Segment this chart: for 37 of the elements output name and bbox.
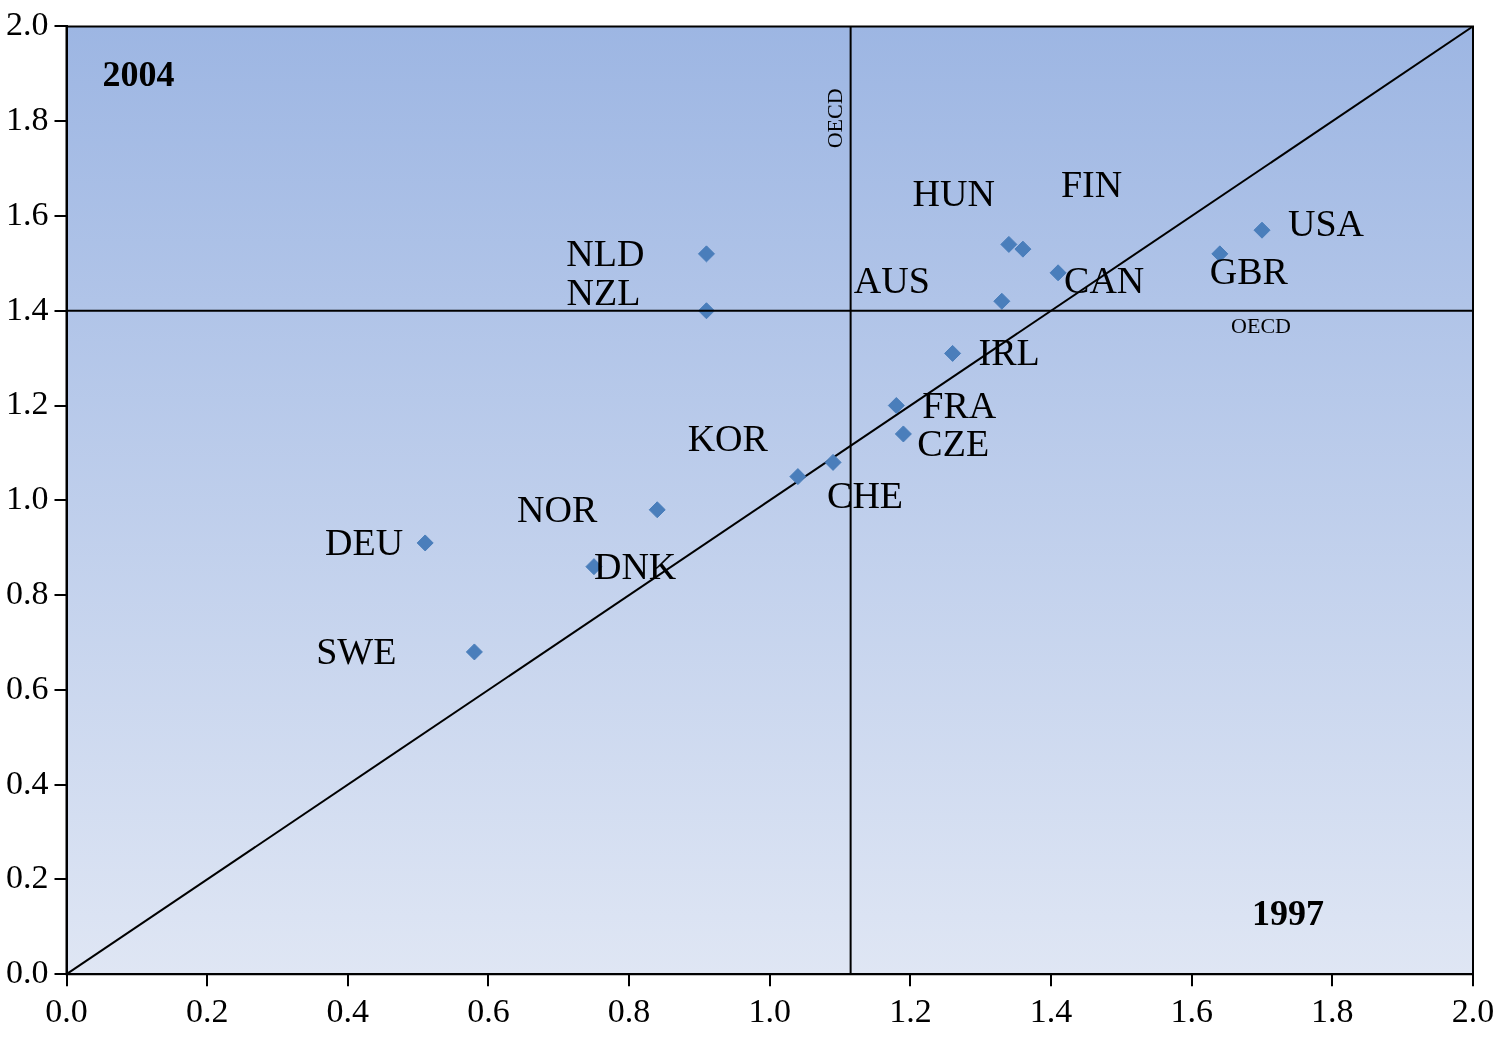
- x-tick-label: 0.0: [45, 991, 88, 1029]
- x-axis-title: 1997: [1252, 893, 1324, 934]
- y-tick-label: 1.4: [6, 289, 49, 327]
- x-tick-label: 0.4: [326, 991, 370, 1029]
- y-tick-label: 0.0: [6, 953, 49, 991]
- x-tick-label: 0.8: [607, 991, 651, 1029]
- data-label: IRL: [978, 331, 1040, 374]
- x-tick-label: 0.2: [185, 991, 229, 1029]
- x-tick-label: 1.0: [748, 991, 791, 1029]
- x-tick-label: 1.8: [1311, 991, 1354, 1029]
- data-label: GBR: [1209, 249, 1289, 292]
- data-label: NOR: [517, 487, 598, 530]
- y-tick-label: 1.0: [6, 479, 49, 517]
- data-label: USA: [1288, 202, 1365, 245]
- ref-line-label: OECD: [1231, 312, 1291, 338]
- x-tick-label: 1.2: [889, 991, 932, 1029]
- data-label: DNK: [593, 544, 677, 587]
- y-tick-label: 0.2: [6, 858, 49, 896]
- y-tick-label: 2.0: [6, 5, 49, 43]
- data-label: KOR: [687, 416, 769, 459]
- data-label: AUS: [853, 259, 930, 302]
- data-label: SWE: [316, 629, 397, 672]
- x-tick-label: 2.0: [1451, 991, 1495, 1029]
- y-tick-label: 0.8: [6, 574, 49, 611]
- y-axis-title: 2004: [102, 53, 175, 94]
- y-tick-label: 0.4: [6, 763, 49, 801]
- data-label: FIN: [1060, 163, 1123, 206]
- ref-line-label: OECD: [822, 88, 848, 149]
- y-tick-label: 1.2: [6, 384, 49, 422]
- y-tick-label: 1.6: [6, 194, 49, 232]
- data-label: DEU: [325, 520, 404, 563]
- x-tick-label: 1.6: [1170, 991, 1213, 1029]
- y-tick-label: 0.6: [6, 668, 49, 706]
- data-label: HUN: [912, 172, 995, 215]
- x-tick-label: 1.4: [1029, 991, 1073, 1029]
- y-tick-label: 1.8: [6, 100, 49, 138]
- x-tick-label: 0.6: [467, 991, 510, 1029]
